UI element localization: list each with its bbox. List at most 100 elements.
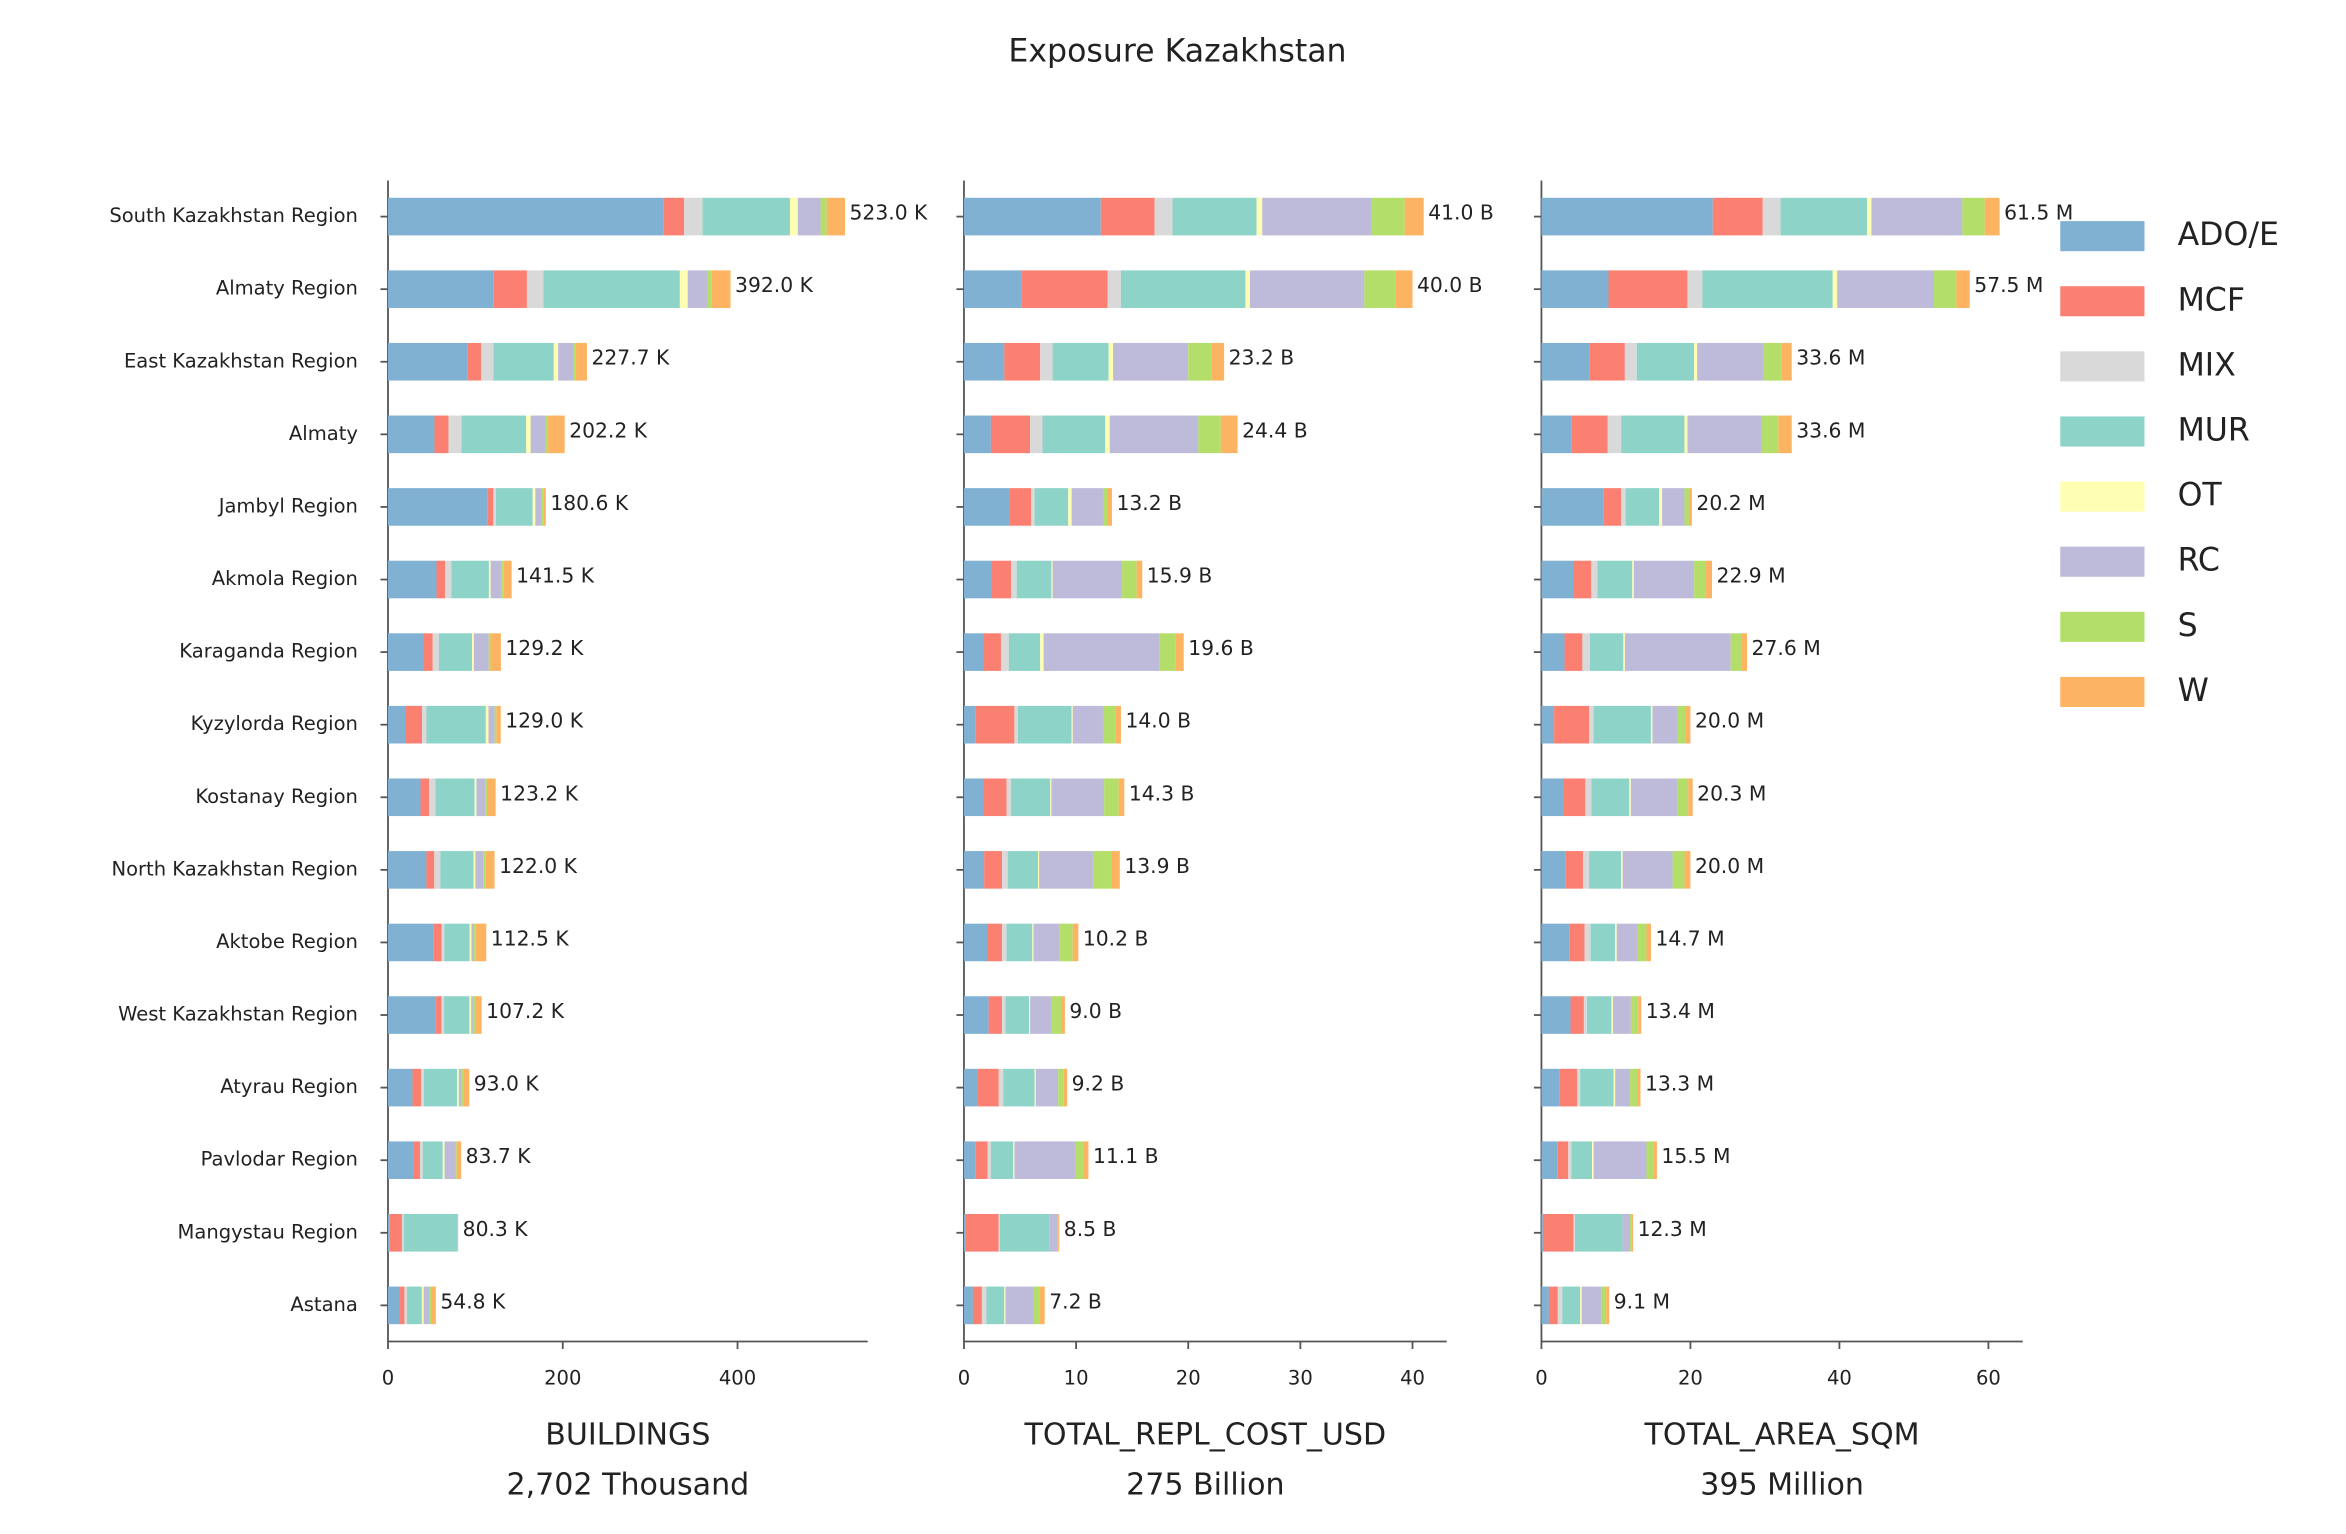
bar-segment — [1051, 560, 1053, 599]
bar-segment — [1685, 705, 1691, 744]
bar-segment — [1568, 1141, 1572, 1180]
bar-segment — [963, 560, 992, 599]
bar-segment — [526, 415, 531, 454]
bar-segment — [1694, 342, 1698, 381]
bar-segment — [1083, 1141, 1089, 1180]
bar-segment — [387, 996, 436, 1034]
bar-segment — [1061, 996, 1065, 1034]
bar-segment — [1154, 197, 1173, 236]
bar-segment — [1934, 270, 1957, 308]
bar-segment — [1000, 633, 1009, 671]
bar-segment — [1659, 488, 1663, 526]
bar-segment — [1034, 1068, 1036, 1107]
total-label: 129.0 K — [505, 709, 584, 733]
bar-segment — [797, 197, 821, 236]
total-label: 7.2 B — [1049, 1289, 1102, 1313]
total-label: 40.0 B — [1417, 273, 1483, 297]
y-tick-label: Almaty Region — [216, 277, 358, 300]
bar-segment — [1581, 1286, 1602, 1325]
bar-segment — [423, 633, 433, 671]
bar-segment — [1013, 1141, 1015, 1180]
bar-segment — [1613, 1068, 1616, 1107]
bar-segment — [1003, 1068, 1035, 1107]
bar-segment — [435, 778, 475, 817]
bar-segment — [1586, 996, 1612, 1034]
bar-segment — [1629, 778, 1631, 817]
bar-segment — [487, 488, 494, 526]
bar-segment — [820, 197, 827, 236]
bar-segment — [387, 1213, 390, 1252]
bar-segment — [826, 197, 845, 236]
bar-segment — [1597, 560, 1633, 599]
bar-segment — [1008, 633, 1041, 671]
legend-swatch — [2060, 286, 2145, 317]
bar-segment — [572, 342, 576, 381]
bar-segment — [1256, 197, 1263, 236]
total-label: 13.4 M — [1646, 999, 1715, 1023]
total-label: 14.7 M — [1655, 926, 1724, 950]
bar-segment — [444, 1141, 456, 1180]
bar-segment — [1211, 342, 1225, 381]
bar-segment — [1730, 633, 1742, 671]
bar-segment — [423, 1068, 458, 1107]
bar-segment — [963, 488, 1010, 526]
bar-segment — [387, 633, 424, 671]
bar-segment — [1632, 560, 1634, 599]
total-label: 13.9 B — [1124, 854, 1190, 878]
y-tick-label: Aktobe Region — [216, 930, 358, 953]
bar-segment — [495, 488, 533, 526]
bar-segment — [526, 270, 544, 308]
total-label: 15.5 M — [1661, 1144, 1730, 1168]
bar-segment — [448, 415, 462, 454]
bar-segment — [488, 633, 491, 671]
bar-segment — [1074, 1141, 1084, 1180]
bar-segment — [473, 633, 489, 671]
bar-segment — [475, 996, 482, 1034]
bar-segment — [1009, 488, 1032, 526]
bar-segment — [1590, 923, 1616, 962]
bar-segment — [471, 923, 475, 962]
bar-segment — [1564, 633, 1583, 671]
bar-segment — [983, 633, 1001, 671]
bar-segment — [1107, 488, 1112, 526]
total-label: 93.0 K — [474, 1072, 540, 1096]
bar-segment — [1016, 560, 1052, 599]
y-tick-label: East Kazakhstan Region — [124, 349, 358, 372]
bar-segment — [1245, 270, 1250, 308]
bar-segment — [1039, 1286, 1045, 1325]
bar-segment — [485, 851, 495, 889]
bar-segment — [1562, 1286, 1581, 1325]
bar-segment — [1032, 923, 1034, 962]
bar-segment — [984, 851, 1003, 889]
bar-segment — [404, 1286, 408, 1325]
bar-segment — [1694, 560, 1707, 599]
bar-segment — [1557, 1286, 1563, 1325]
bar-segment — [1002, 923, 1007, 962]
bar-segment — [1058, 1068, 1064, 1107]
bar-segment — [1781, 342, 1792, 381]
bar-segment — [435, 996, 442, 1034]
y-tick-label: Karaganda Region — [179, 640, 358, 663]
bar-segment — [986, 1286, 1005, 1325]
y-tick-label: Jambyl Region — [217, 494, 358, 517]
bar-segment — [1262, 197, 1372, 236]
bar-segment — [490, 633, 501, 671]
bar-segment — [963, 923, 988, 962]
bar-segment — [1541, 851, 1566, 889]
bar-segment — [1033, 1286, 1040, 1325]
total-label: 123.2 K — [500, 781, 579, 805]
bar-segment — [481, 342, 494, 381]
total-label: 122.0 K — [499, 854, 578, 878]
bar-segment — [461, 415, 527, 454]
bar-segment — [1175, 633, 1184, 671]
total-label: 19.6 B — [1188, 636, 1254, 660]
bar-segment — [532, 488, 536, 526]
bar-segment — [1582, 633, 1590, 671]
bar-segment — [1103, 488, 1108, 526]
bar-segment — [963, 996, 989, 1034]
x-tick-label: 0 — [958, 1367, 970, 1390]
total-label: 41.0 B — [1428, 201, 1494, 225]
bar-segment — [998, 1068, 1004, 1107]
bar-segment — [1763, 342, 1782, 381]
bar-segment — [471, 996, 474, 1034]
